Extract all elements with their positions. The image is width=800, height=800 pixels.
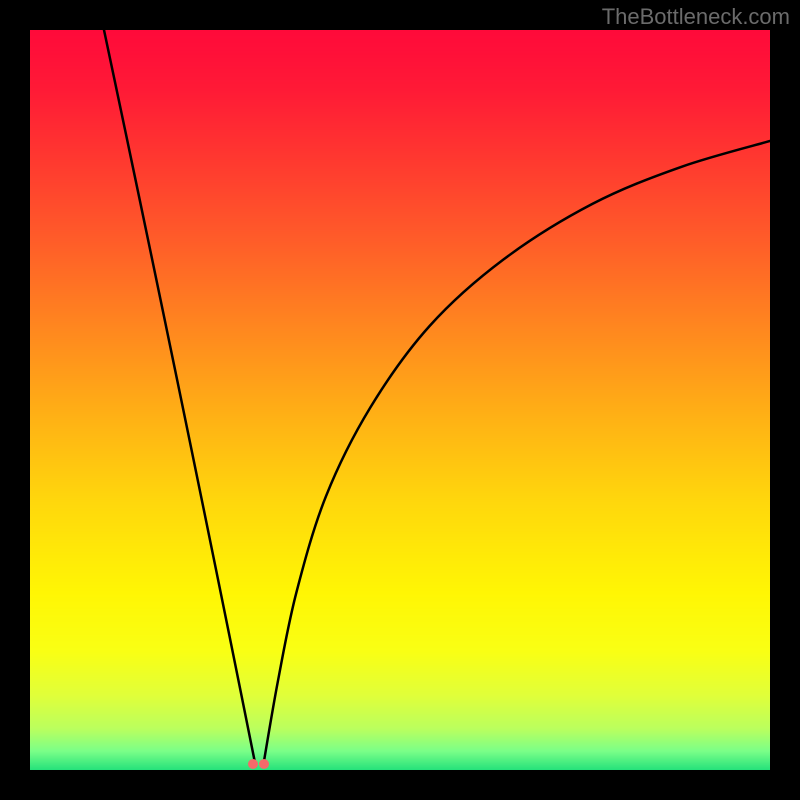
watermark-text: TheBottleneck.com	[602, 4, 790, 30]
heat-gradient-background	[30, 30, 770, 770]
minimum-marker	[259, 759, 269, 769]
chart-plot-area	[30, 30, 770, 770]
chart-frame	[30, 30, 770, 770]
